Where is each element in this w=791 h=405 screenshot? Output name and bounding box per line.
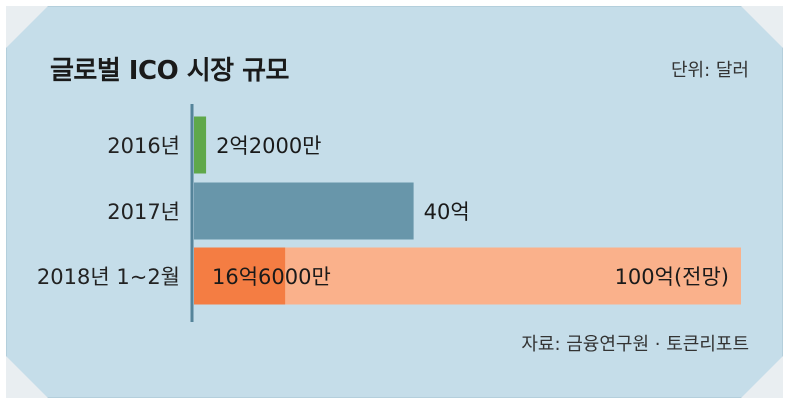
bar-2 <box>194 247 286 305</box>
forecast-label-2: 100억(전망) <box>615 265 729 289</box>
bar-1 <box>194 182 414 240</box>
corner-fold-top-right <box>741 6 783 48</box>
forecast-bar-2 <box>194 247 741 305</box>
unit-label: 단위: 달러 <box>670 60 749 81</box>
corner-fold-bottom-left <box>6 356 48 398</box>
corner-fold-bottom-right <box>741 356 783 398</box>
bar-0 <box>194 116 207 174</box>
corner-fold-top-left <box>6 6 48 48</box>
category-label-1: 2017년 <box>107 200 180 224</box>
category-label-0: 2016년 <box>107 134 180 158</box>
category-label-2: 2018년 1~2월 <box>37 265 180 289</box>
data-label-1: 40억 <box>424 200 470 224</box>
data-label-0: 2억2000만 <box>216 134 321 158</box>
chart-title: 글로벌 ICO 시장 규모 <box>50 56 289 86</box>
source-label: 자료: 금융연구원 · 토큰리포트 <box>521 334 749 355</box>
data-label-2: 16억6000만 <box>212 265 331 289</box>
